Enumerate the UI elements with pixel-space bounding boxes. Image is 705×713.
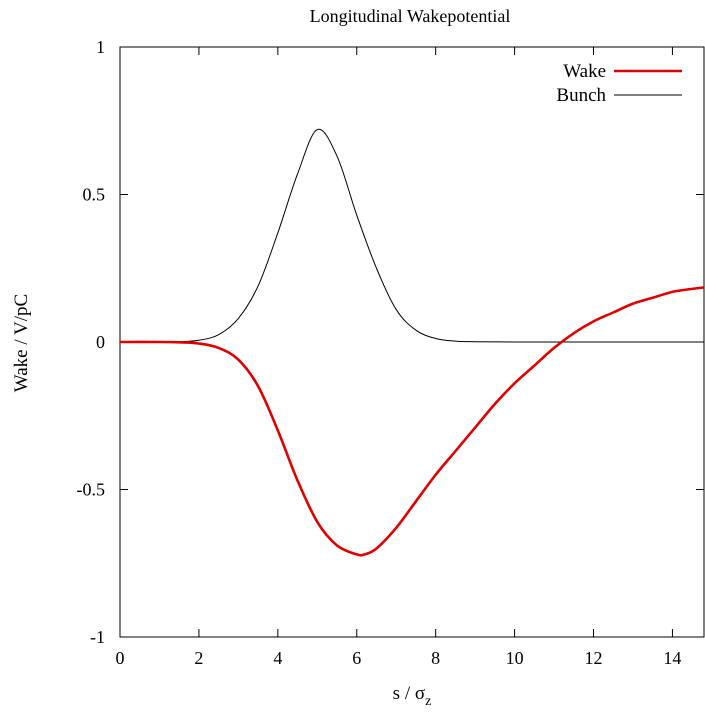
series-layer — [119, 128, 705, 557]
legend: Wake Bunch — [556, 61, 682, 106]
x-tick-label: 2 — [194, 648, 203, 668]
y-axis-label: Wake / V/pC — [11, 294, 32, 392]
x-tick-label: 8 — [431, 648, 440, 668]
x-axis-ticks: 0 2 4 6 8 10 12 14 — [116, 47, 681, 668]
y-tick-label: -0.5 — [77, 480, 106, 500]
x-axis-label: s / σz — [393, 683, 432, 709]
y-tick-label: -1 — [90, 627, 105, 647]
x-tick-label: 4 — [273, 648, 282, 668]
legend-label-bunch: Bunch — [556, 85, 606, 106]
chart-title: Longitudinal Wakepotential — [310, 6, 511, 26]
x-tick-label: 6 — [352, 648, 361, 668]
x-tick-label: 10 — [506, 648, 524, 668]
y-axis-ticks: -1 -0.5 0 0.5 1 — [77, 37, 704, 647]
x-tick-label: 0 — [116, 648, 125, 668]
x-tick-label: 14 — [663, 648, 681, 668]
x-tick-label: 12 — [585, 648, 603, 668]
x-axis-label-base: s / σ — [393, 683, 425, 704]
series-line-bunch — [119, 128, 704, 343]
y-tick-label: 1 — [96, 37, 105, 57]
x-axis-label-subscript: z — [425, 694, 431, 709]
y-tick-label: 0 — [96, 332, 105, 352]
legend-label-wake: Wake — [563, 61, 606, 82]
series-line-wake — [119, 286, 705, 557]
y-tick-label: 0.5 — [83, 185, 106, 205]
